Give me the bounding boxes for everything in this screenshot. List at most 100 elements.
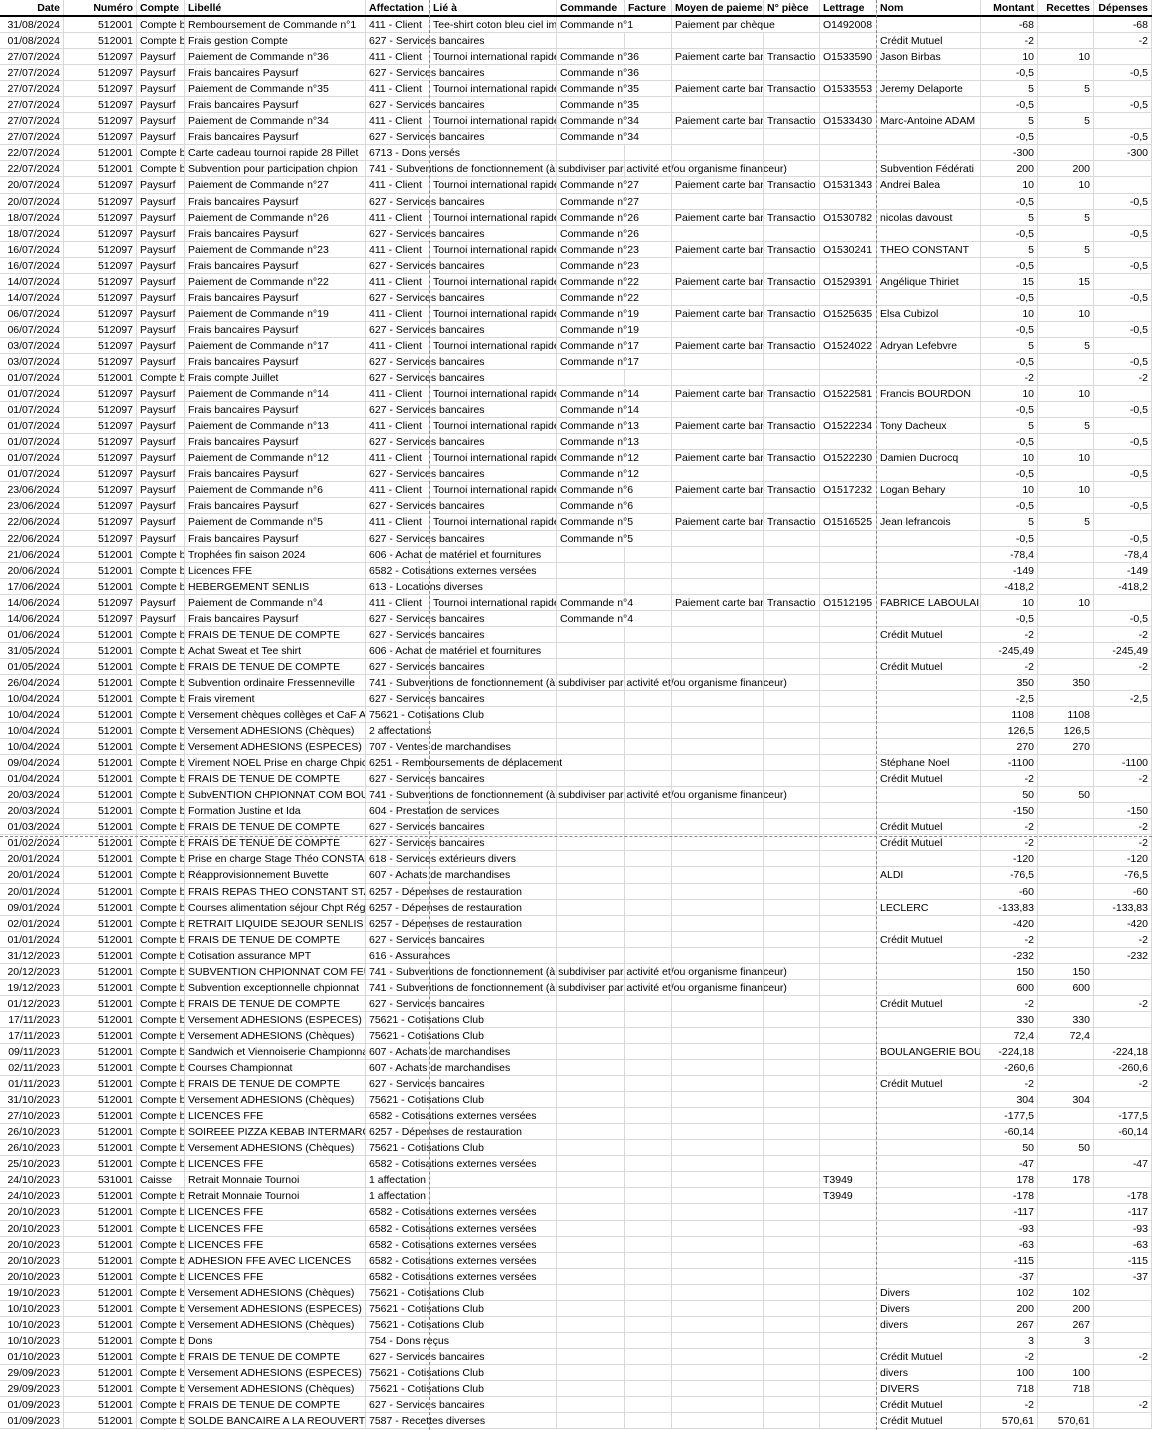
cell-recettes[interactable] xyxy=(1038,1204,1094,1221)
cell-recettes[interactable]: 10 xyxy=(1038,305,1094,322)
cell-nom[interactable]: Crédit Mutuel xyxy=(877,1076,981,1093)
cell-lettrage[interactable] xyxy=(820,1060,877,1077)
cell-depenses[interactable]: -76,5 xyxy=(1094,867,1152,884)
cell-commande[interactable]: Commande n°13 xyxy=(557,434,640,451)
cell-lettrage[interactable]: O1533590 xyxy=(820,49,877,66)
cell-commande[interactable] xyxy=(557,145,625,162)
cell-depenses[interactable]: -0,5 xyxy=(1094,97,1152,114)
cell-lettrage[interactable] xyxy=(820,145,877,162)
cell-compte[interactable]: Paysurf xyxy=(137,434,185,451)
cell-lettrage[interactable]: O1522581 xyxy=(820,386,877,403)
cell-libelle[interactable]: LICENCES FFE xyxy=(185,1204,366,1221)
cell-montant[interactable]: 15 xyxy=(981,273,1038,290)
cell-moyen-de-paiement[interactable] xyxy=(672,642,764,659)
cell-recettes[interactable]: 270 xyxy=(1038,739,1094,756)
cell-compte[interactable]: Compte ba xyxy=(137,562,185,579)
cell-libelle[interactable]: LICENCES FFE xyxy=(185,1236,366,1253)
cell-numero[interactable]: 512097 xyxy=(64,402,137,419)
cell-libelle[interactable]: Paiement de Commande n°17 xyxy=(185,337,366,354)
cell-affectation[interactable]: 6713 - Dons versés xyxy=(366,145,462,162)
cell-numero[interactable]: 512001 xyxy=(64,1300,137,1317)
cell-recettes[interactable] xyxy=(1038,17,1094,34)
cell-n-piece[interactable] xyxy=(764,947,820,964)
cell-libelle[interactable]: Frais compte Juillet xyxy=(185,370,366,387)
cell-montant[interactable]: -78,4 xyxy=(981,546,1038,563)
cell-nom[interactable] xyxy=(877,145,981,162)
cell-compte[interactable]: Compte ba xyxy=(137,819,185,836)
column-header-n-piece[interactable]: N° pièce xyxy=(764,0,820,15)
cell-facture[interactable] xyxy=(625,1060,672,1077)
cell-affectation[interactable]: 627 - Services bancaires xyxy=(366,97,486,114)
cell-compte[interactable]: Compte ba xyxy=(137,1060,185,1077)
column-header-lettrage[interactable]: Lettrage xyxy=(820,0,877,15)
cell-lie-a[interactable] xyxy=(430,707,557,724)
cell-n-piece[interactable] xyxy=(764,225,820,242)
cell-libelle[interactable]: Frais bancaires Paysurf xyxy=(185,225,366,242)
cell-facture[interactable] xyxy=(625,257,672,274)
cell-nom[interactable]: Andrei Balea xyxy=(877,177,981,194)
cell-facture[interactable] xyxy=(625,707,672,724)
column-header-date[interactable]: Date xyxy=(0,0,64,15)
cell-commande[interactable] xyxy=(557,1397,625,1414)
cell-affectation[interactable]: 411 - Client xyxy=(366,209,430,226)
cell-lettrage[interactable]: O1516525 xyxy=(820,514,877,531)
cell-depenses[interactable] xyxy=(1094,1380,1152,1398)
cell-affectation[interactable]: 627 - Services bancaires xyxy=(366,466,486,483)
cell-facture[interactable] xyxy=(625,1027,672,1044)
cell-depenses[interactable] xyxy=(1094,273,1152,290)
cell-facture[interactable] xyxy=(625,883,672,900)
cell-montant[interactable]: -2 xyxy=(981,33,1038,50)
cell-nom[interactable]: Crédit Mutuel xyxy=(877,771,981,788)
cell-numero[interactable]: 512001 xyxy=(64,690,137,708)
cell-libelle[interactable]: Dons xyxy=(185,1332,366,1349)
cell-depenses[interactable]: -60 xyxy=(1094,883,1152,900)
cell-depenses[interactable]: -47 xyxy=(1094,1156,1152,1173)
cell-numero[interactable]: 512097 xyxy=(64,353,137,371)
cell-montant[interactable]: 270 xyxy=(981,739,1038,756)
cell-nom[interactable] xyxy=(877,257,981,274)
cell-depenses[interactable] xyxy=(1094,1300,1152,1317)
cell-recettes[interactable]: 5 xyxy=(1038,113,1094,130)
cell-lie-a[interactable] xyxy=(430,257,557,274)
cell-commande[interactable] xyxy=(557,1332,625,1349)
cell-facture[interactable] xyxy=(625,851,672,868)
cell-moyen-de-paiement[interactable] xyxy=(672,1172,764,1189)
cell-compte[interactable]: Paysurf xyxy=(137,305,185,322)
cell-numero[interactable]: 512001 xyxy=(64,755,137,772)
cell-libelle[interactable]: LICENCES FFE xyxy=(185,1156,366,1173)
cell-nom[interactable]: Crédit Mutuel xyxy=(877,995,981,1012)
cell-numero[interactable]: 512097 xyxy=(64,530,137,547)
cell-nom[interactable] xyxy=(877,1188,981,1205)
cell-nom[interactable] xyxy=(877,193,981,210)
cell-n-piece[interactable]: Transactio xyxy=(764,594,820,611)
cell-lettrage[interactable] xyxy=(820,1076,877,1093)
cell-lettrage[interactable] xyxy=(820,915,877,932)
cell-n-piece[interactable] xyxy=(764,1124,820,1141)
cell-date[interactable]: 03/07/2024 xyxy=(0,353,64,371)
cell-lie-a[interactable]: Tournoi international rapide xyxy=(430,305,557,322)
cell-depenses[interactable]: -0,5 xyxy=(1094,402,1152,419)
column-header-compte[interactable]: Compte xyxy=(137,0,185,15)
cell-lettrage[interactable] xyxy=(820,755,877,772)
cell-affectation[interactable]: 411 - Client xyxy=(366,113,430,130)
cell-n-piece[interactable] xyxy=(764,1413,820,1430)
cell-n-piece[interactable] xyxy=(764,723,820,740)
cell-compte[interactable]: Compte ba xyxy=(137,979,185,996)
cell-nom[interactable]: Tony Dacheux xyxy=(877,418,981,435)
cell-montant[interactable]: -133,83 xyxy=(981,899,1038,916)
cell-lie-a[interactable] xyxy=(430,321,557,338)
cell-recettes[interactable]: 10 xyxy=(1038,594,1094,611)
cell-lie-a[interactable] xyxy=(430,1252,557,1269)
cell-date[interactable]: 06/07/2024 xyxy=(0,305,64,322)
cell-libelle[interactable]: Versement ADHESIONS (Chèques) xyxy=(185,1380,366,1398)
cell-commande[interactable] xyxy=(557,1156,625,1173)
cell-depenses[interactable]: -2 xyxy=(1094,771,1152,788)
cell-compte[interactable]: Compte ba xyxy=(137,883,185,900)
cell-moyen-de-paiement[interactable] xyxy=(672,1156,764,1173)
cell-montant[interactable]: 5 xyxy=(981,418,1038,435)
cell-date[interactable]: 10/10/2023 xyxy=(0,1300,64,1317)
column-header-commande[interactable]: Commande xyxy=(557,0,625,15)
cell-lie-a[interactable] xyxy=(430,723,557,740)
cell-nom[interactable]: Stéphane Noel xyxy=(877,755,981,772)
cell-compte[interactable]: Caisse xyxy=(137,1172,185,1189)
